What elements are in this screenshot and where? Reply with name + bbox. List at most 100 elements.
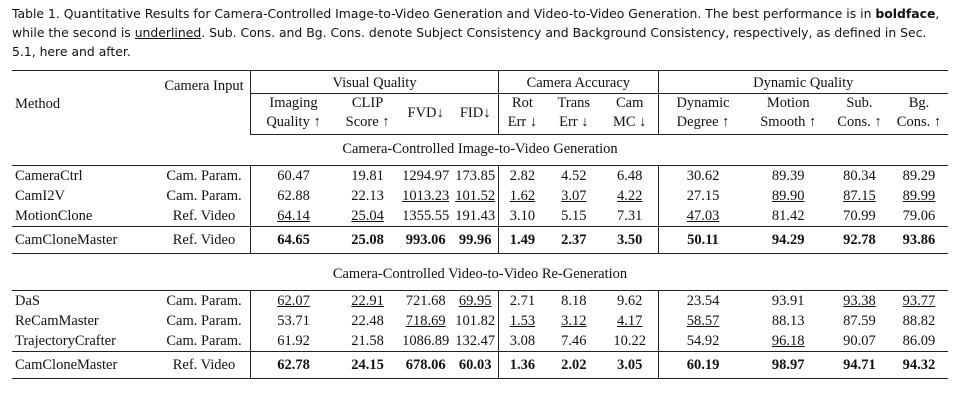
column-header: Cam MC ↓ <box>601 93 659 135</box>
value-text: 21.58 <box>351 333 384 349</box>
value-text: 10.22 <box>613 333 647 349</box>
value-cell: 53.71 <box>250 311 337 331</box>
value-text: 62.88 <box>277 188 310 204</box>
value-text: 27.15 <box>686 188 720 204</box>
value-cell: 99.96 <box>452 226 499 254</box>
value-cell: 3.05 <box>601 351 659 379</box>
value-cell: 30.62 <box>657 165 748 186</box>
value-cell: 62.88 <box>250 186 337 206</box>
value-cell: 94.32 <box>889 351 948 379</box>
input-cell: Ref. Video <box>158 226 251 254</box>
caption: Table 1. Quantitative Results for Camera… <box>12 4 948 61</box>
value-cell: 87.59 <box>829 311 890 331</box>
column-header: Trans Err ↓ <box>545 93 602 135</box>
value-cell: 2.37 <box>545 226 602 254</box>
value-cell: 50.11 <box>657 226 748 254</box>
value-cell: 88.82 <box>890 311 948 331</box>
value-cell: 721.68 <box>399 291 452 312</box>
value-cell: 69.95 <box>452 291 498 312</box>
value-cell: 1086.89 <box>399 331 452 352</box>
value-text: 47.03 <box>686 208 720 224</box>
value-cell: 89.39 <box>748 166 829 187</box>
value-cell: 93.38 <box>829 291 890 312</box>
value-cell: 3.08 <box>498 331 546 352</box>
value-cell: 3.07 <box>546 186 602 206</box>
data-row: ReCamMaster Cam. Param. 53.71 22.48 718.69 10… <box>12 311 948 331</box>
value-text: 53.71 <box>277 313 310 329</box>
value-cell: 2.71 <box>498 290 546 311</box>
value-cell: 132.47 <box>452 331 498 352</box>
value-cell: 25.08 <box>336 226 400 254</box>
value-text: 93.91 <box>771 293 805 309</box>
value-text: 94.29 <box>771 232 805 248</box>
value-cell: 94.29 <box>747 226 829 254</box>
value-text: 1.49 <box>509 232 536 248</box>
value-cell: 1.36 <box>498 351 546 379</box>
value-cell: 191.43 <box>452 206 498 227</box>
value-text: 93.38 <box>843 293 876 309</box>
value-text: 3.05 <box>617 357 643 373</box>
value-text: 89.39 <box>771 168 805 184</box>
caption-text: , while the second is <box>12 6 940 40</box>
value-text: 2.71 <box>509 293 536 309</box>
method-cell: CamCloneMaster <box>12 226 158 254</box>
value-text: 5.15 <box>561 208 587 224</box>
column-header: Imaging Quality ↑ <box>250 93 337 135</box>
value-text: 1355.55 <box>402 208 450 224</box>
caption-text: . Sub. Cons. and Bg. Cons. denote Subjec… <box>12 25 927 59</box>
value-text: 54.92 <box>686 333 720 349</box>
value-text: 7.31 <box>617 208 643 224</box>
value-cell: 4.52 <box>546 166 602 187</box>
value-cell: 62.78 <box>250 351 337 379</box>
value-text: 90.07 <box>843 333 876 349</box>
value-cell: 89.99 <box>890 186 948 206</box>
value-text: 93.77 <box>902 293 936 309</box>
data-row: DaS Cam. Param. 62.07 22.91 721.68 69.95 2.71 8… <box>12 290 948 312</box>
input-cell: Cam. Param. <box>166 188 242 204</box>
value-text: 89.90 <box>771 188 805 204</box>
value-cell: 8.18 <box>546 291 602 312</box>
value-cell: 1.53 <box>498 311 546 331</box>
value-cell: 7.31 <box>602 206 658 227</box>
value-cell: 4.22 <box>602 186 658 206</box>
value-cell: 7.46 <box>546 331 602 352</box>
value-text: 9.62 <box>617 293 643 309</box>
method-cell: CamI2V <box>15 188 65 204</box>
value-text: 1.53 <box>509 313 536 329</box>
value-text: 88.13 <box>771 313 805 329</box>
value-text: 88.82 <box>902 313 936 329</box>
value-text: 8.18 <box>561 293 587 309</box>
value-cell: 22.48 <box>336 311 399 331</box>
value-cell: 1.49 <box>498 226 546 254</box>
value-text: 50.11 <box>687 232 719 248</box>
value-text: 60.47 <box>277 168 310 184</box>
value-text: 70.99 <box>843 208 876 224</box>
value-text: 101.82 <box>455 313 496 329</box>
value-cell: 173.85 <box>452 166 498 187</box>
data-row: CamI2V Cam. Param. 62.88 22.13 1013.23 101.52… <box>12 186 948 206</box>
input-header: Camera Input <box>158 70 251 135</box>
value-text: 1013.23 <box>402 188 450 204</box>
value-cell: 93.86 <box>889 226 948 254</box>
value-text: 61.92 <box>277 333 310 349</box>
method-cell: CameraCtrl <box>15 168 83 184</box>
value-text: 22.48 <box>351 313 384 329</box>
value-text: 80.34 <box>843 168 876 184</box>
input-cell: Cam. Param. <box>166 333 242 349</box>
value-cell: 21.58 <box>336 331 399 352</box>
value-cell: 92.78 <box>828 226 890 254</box>
value-text: 2.02 <box>561 357 587 373</box>
value-text: 79.06 <box>902 208 936 224</box>
section-row: Camera-Controlled Image-to-Video Generat… <box>12 134 948 166</box>
value-cell: 1013.23 <box>399 186 452 206</box>
value-cell: 101.82 <box>452 311 498 331</box>
value-cell: 60.19 <box>657 351 748 379</box>
value-text: 92.78 <box>843 232 876 248</box>
value-text: 678.06 <box>405 357 446 373</box>
input-cell: Ref. Video <box>158 351 251 379</box>
value-text: 62.78 <box>277 357 310 373</box>
data-row: CamCloneMaster Ref. Video 62.78 24.15 678.06… <box>12 351 948 379</box>
header-row: Imaging Quality ↑ CLIP Score ↑ FVD↓ FID↓ Rot… <box>12 93 948 135</box>
value-text: 3.07 <box>561 188 587 204</box>
input-cell: Cam. Param. <box>166 168 242 184</box>
